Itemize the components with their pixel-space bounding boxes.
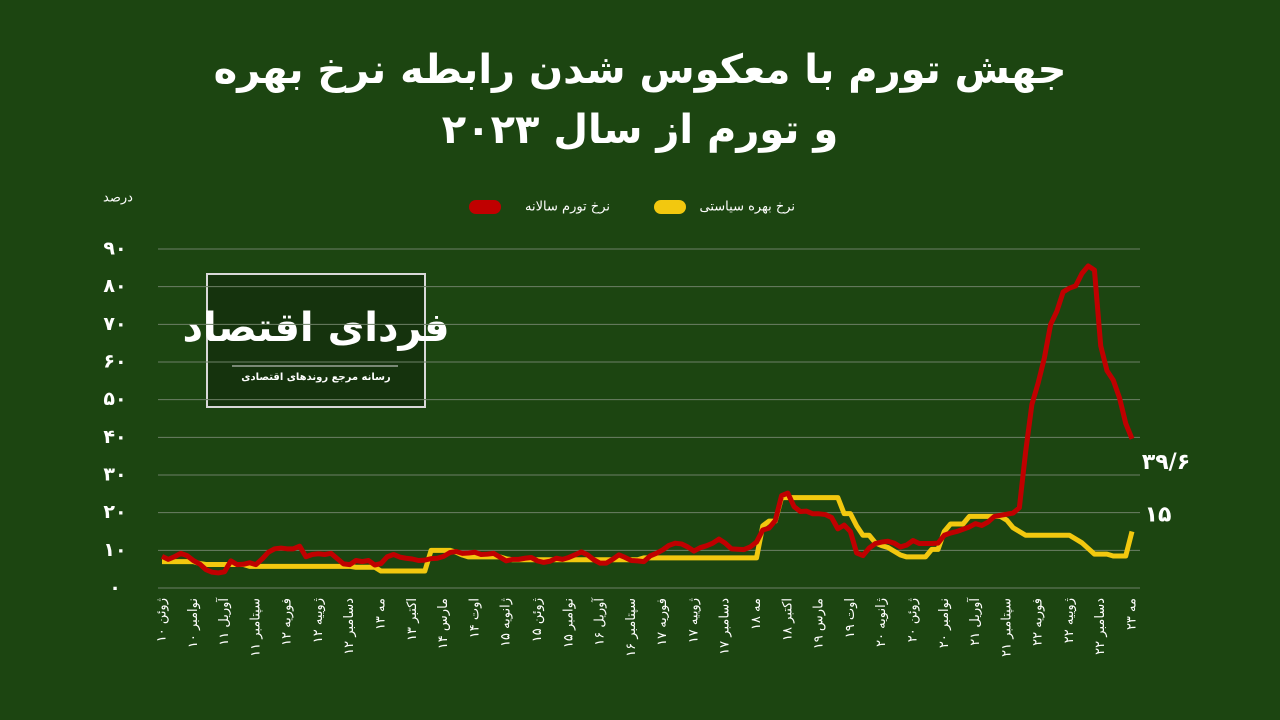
y-tick-label: ۷۰ xyxy=(103,313,126,335)
x-tick-label: ۲۲ دسامبر xyxy=(1093,598,1108,655)
y-tick-label: ۸۰ xyxy=(103,275,126,297)
y-tick-label: ۲۰ xyxy=(103,501,126,523)
x-tick-label: ۱۱ آوریل xyxy=(215,597,232,646)
x-tick-label: ۱۵ ژانویه xyxy=(499,598,514,647)
x-tick-label: ۱۰ ژوئن xyxy=(155,598,170,642)
x-tick-label: ۱۷ فوریه xyxy=(655,598,670,646)
y-tick-label: ۰ xyxy=(109,577,121,599)
x-tick-label: ۱۲ ژوییه xyxy=(311,598,326,643)
line xyxy=(160,263,1135,576)
y-tick-label: ۹۰ xyxy=(103,238,126,260)
logo-box xyxy=(206,273,426,408)
x-tick-label: ۱۷ ژوییه xyxy=(686,598,701,643)
x-tick-label: ۲۰ ژوئن xyxy=(905,598,920,642)
y-tick-label: ۴۰ xyxy=(103,426,126,448)
x-tick-label: ۱۱ سپتامبر xyxy=(248,598,263,657)
y-axis-label: درصد xyxy=(103,191,133,206)
x-tick-label: ۲۱ سپتامبر xyxy=(999,598,1014,657)
y-tick-label: ۶۰ xyxy=(103,351,126,373)
x-tick-label: ۲۰ نوامبر xyxy=(937,598,952,648)
end-label: ۱۵ xyxy=(1145,503,1172,528)
legend-swatch xyxy=(469,200,501,214)
x-tick-label: ۲۰ ژانویه xyxy=(874,598,889,647)
x-tick-label: ۱۳ اکتبر xyxy=(405,598,420,641)
legend-label: نرخ بهره سیاستی xyxy=(700,200,795,215)
x-tick-label: ۱۵ ژوئن xyxy=(530,598,545,642)
x-tick-label: ۱۵ نوامبر xyxy=(561,598,576,648)
x-tick-label: ۱۰ نوامبر xyxy=(186,598,201,648)
logo-name: فردای اقتصاد xyxy=(182,305,449,351)
x-tick-label: ۱۴ مارس xyxy=(436,598,451,649)
y-tick-label: ۵۰ xyxy=(103,388,126,410)
y-tick-label: ۳۰ xyxy=(103,464,126,486)
y-tick-label: ۱۰ xyxy=(103,539,126,561)
x-tick-label: ۱۷ دسامبر xyxy=(718,598,733,655)
x-tick-label: ۱۳ مه xyxy=(374,598,389,630)
x-tick-label: ۲۲ فوریه xyxy=(1031,598,1046,646)
x-tick-label: ۱۶ آوریل xyxy=(591,597,608,646)
chart-title: جهش تورم با معکوس شدن رابطه نرخ بهره و ت… xyxy=(213,47,1067,153)
x-tick-label: ۱۸ اکتبر xyxy=(780,598,795,641)
logo-tagline: رسانه مرجع روندهای اقتصادی xyxy=(241,372,391,383)
legend-label: نرخ تورم سالانه xyxy=(525,200,610,215)
x-tick-label: ۱۲ دسامبر xyxy=(342,598,357,655)
x-tick-label: ۲۱ آوریل xyxy=(966,597,983,646)
x-tick-label: ۱۲ فوریه xyxy=(280,598,295,646)
end-label: ۳۹/۶ xyxy=(1142,450,1190,475)
x-tick-label: ۱۶ سپتامبر xyxy=(624,598,639,657)
x-tick-label: ۱۹ اوت xyxy=(843,598,858,638)
x-tick-label: ۱۴ اوت xyxy=(467,598,482,638)
legend-swatch xyxy=(654,200,686,214)
x-tick-label: ۲۲ ژوییه xyxy=(1062,598,1077,643)
x-tick-label: ۱۸ مه xyxy=(749,598,764,630)
x-tick-label: ۲۳ مه xyxy=(1125,598,1140,630)
x-tick-label: ۱۹ مارس xyxy=(812,598,827,649)
